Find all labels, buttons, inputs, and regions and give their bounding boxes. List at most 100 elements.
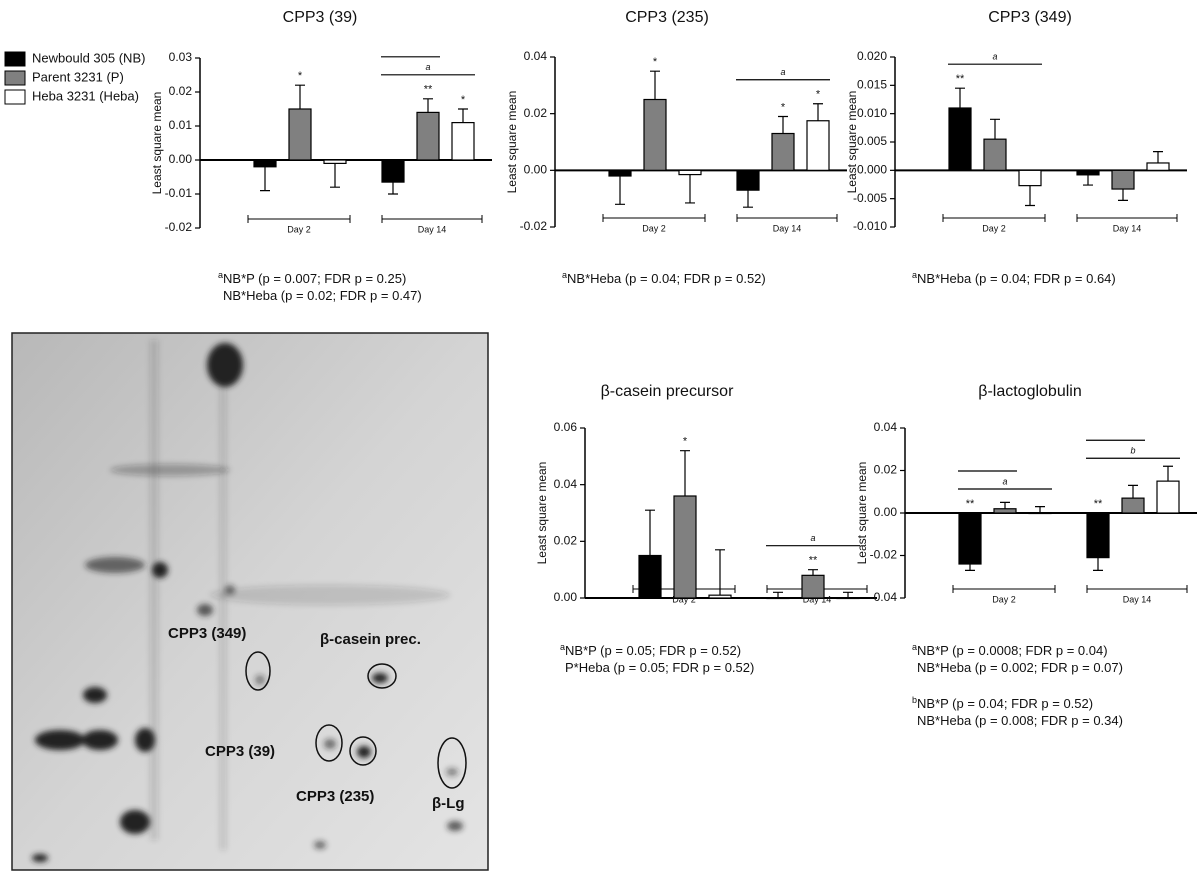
- gel-label: β-Lg: [432, 795, 464, 812]
- y-tick-label: 0.02: [524, 106, 548, 120]
- significance-star: **: [424, 84, 433, 96]
- error-bar: [1118, 189, 1128, 201]
- comparison-label: a: [425, 62, 430, 72]
- gel-image: CPP3 (349) β-casein prec. CPP3 (39) CPP3…: [11, 332, 489, 871]
- category-bracket: [942, 214, 1046, 222]
- category-label: Day 2: [672, 594, 696, 604]
- bar: [801, 574, 825, 599]
- y-axis-label: Least square mean: [505, 91, 519, 194]
- bar: [983, 138, 1007, 171]
- category-label: Day 2: [982, 223, 1006, 233]
- footnote-text: NB*P (p = 0.007; FDR p = 0.25): [223, 271, 406, 286]
- comparison-label: a: [780, 67, 785, 77]
- legend-label: Newbould 305 (NB): [32, 50, 145, 65]
- bar: [1076, 169, 1100, 176]
- legend-label: Parent 3231 (P): [32, 69, 124, 84]
- footnote-text: NB*P (p = 0.04; FDR p = 0.52): [917, 696, 1093, 711]
- footnote: NB*Heba (p = 0.002; FDR p = 0.07): [917, 660, 1123, 675]
- significance-star: **: [1094, 498, 1103, 510]
- category-bracket: [736, 214, 838, 222]
- footnote-text: NB*Heba (p = 0.04; FDR p = 0.52): [567, 271, 766, 286]
- footnote-text: NB*P (p = 0.05; FDR p = 0.52): [565, 643, 741, 658]
- legend-label: Heba 3231 (Heba): [32, 88, 139, 103]
- bar: [736, 169, 760, 191]
- bar: [253, 159, 277, 168]
- footnote-text: NB*Heba (p = 0.02; FDR p = 0.47): [223, 288, 422, 303]
- bar: [416, 111, 440, 161]
- y-axis-label: Least square mean: [845, 91, 859, 194]
- bar: [288, 108, 312, 161]
- y-axis-label: Least square mean: [535, 462, 549, 565]
- bar: [323, 159, 347, 165]
- error-bar: [1093, 557, 1103, 571]
- y-tick-label: 0.04: [874, 420, 898, 434]
- y-tick-label: 0.02: [169, 84, 193, 98]
- category-bracket: [247, 215, 351, 223]
- footnote: P*Heba (p = 0.05; FDR p = 0.52): [565, 660, 754, 675]
- category-label: Day 2: [287, 224, 311, 234]
- significance-star: **: [809, 555, 818, 567]
- category-label: Day 14: [418, 224, 447, 234]
- significance-star: *: [816, 89, 821, 101]
- significance-star: *: [461, 94, 466, 106]
- error-bar: [615, 176, 625, 205]
- bar: [1156, 480, 1180, 514]
- chart-title: β-lactoglobulin: [978, 383, 1081, 400]
- bar: [638, 554, 662, 599]
- y-tick-label: 0.015: [857, 78, 887, 92]
- error-bar: [743, 190, 753, 208]
- bar: [1018, 169, 1042, 187]
- footnote-sup: a: [912, 642, 917, 652]
- bar: [451, 121, 475, 161]
- error-bar: [1128, 484, 1138, 499]
- bar: [608, 169, 632, 177]
- error-bar: [1035, 506, 1045, 513]
- footnote-text: NB*Heba (p = 0.008; FDR p = 0.34): [917, 713, 1123, 728]
- footnote-sup: a: [560, 642, 565, 652]
- bar: [948, 107, 972, 171]
- category-label: Day 14: [1123, 594, 1152, 604]
- bar: [678, 169, 702, 176]
- footnote: NB*Heba (p = 0.008; FDR p = 0.34): [917, 713, 1123, 728]
- footnote-text: NB*P (p = 0.0008; FDR p = 0.04): [917, 643, 1108, 658]
- y-tick-label: -0.04: [870, 590, 898, 604]
- category-label: Day 2: [642, 223, 666, 233]
- bar: [1028, 512, 1052, 515]
- gel-label: CPP3 (349): [168, 625, 246, 642]
- y-tick-label: -0.02: [870, 548, 898, 562]
- error-bar: [1025, 185, 1035, 207]
- footnote-text: NB*Heba (p = 0.002; FDR p = 0.07): [917, 660, 1123, 675]
- error-bar: [813, 103, 823, 121]
- significance-star: **: [966, 498, 975, 510]
- bar: [993, 508, 1017, 514]
- error-bar: [773, 591, 783, 598]
- bar: [771, 132, 795, 171]
- y-tick-label: 0.06: [554, 420, 578, 434]
- y-axis-label: Least square mean: [150, 92, 164, 195]
- significance-star: **: [956, 73, 965, 85]
- error-bar: [1153, 151, 1163, 163]
- y-tick-label: 0.00: [874, 505, 898, 519]
- footnote: aNB*P (p = 0.05; FDR p = 0.52): [560, 642, 741, 658]
- bar: [643, 98, 667, 171]
- y-tick-label: 0.02: [554, 534, 578, 548]
- footnote: aNB*P (p = 0.0008; FDR p = 0.04): [912, 642, 1108, 658]
- gel-label: β-casein prec.: [320, 631, 421, 648]
- significance-star: *: [683, 436, 688, 448]
- category-label: Day 2: [992, 594, 1016, 604]
- significance-star: *: [298, 70, 303, 82]
- y-tick-label: -0.01: [165, 186, 193, 200]
- bar: [673, 495, 697, 599]
- footnote-sup: a: [562, 270, 567, 280]
- y-tick-label: 0.010: [857, 106, 887, 120]
- error-bar: [330, 163, 340, 188]
- error-bar: [388, 182, 398, 195]
- y-tick-label: -0.02: [520, 219, 548, 233]
- category-bracket: [602, 214, 706, 222]
- bar: [766, 597, 790, 600]
- comparison-label: a: [992, 52, 997, 62]
- footnote-sup: a: [912, 270, 917, 280]
- y-tick-label: -0.02: [165, 220, 193, 234]
- error-bar: [458, 108, 468, 123]
